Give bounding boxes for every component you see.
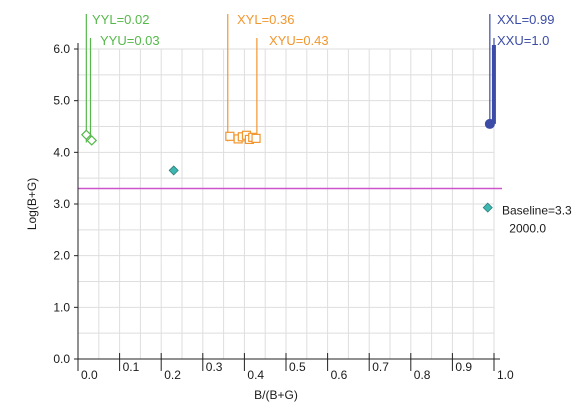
y-tick-label: 3.0 xyxy=(53,197,70,211)
x-tick-label: 0.8 xyxy=(414,368,431,382)
range-lower-label: XXL=0.99 xyxy=(497,12,554,27)
range-groups: YYL=0.02 YYU=0.03 XYL=0.36 XYU=0.43 XXL=0.99… xyxy=(80,12,554,146)
data-point-marker xyxy=(225,131,235,141)
axes xyxy=(74,43,500,371)
x-tick-label: 0.3 xyxy=(206,360,223,374)
y-tick-label: 2.0 xyxy=(53,249,70,263)
range-lower-label: XYL=0.36 xyxy=(237,12,294,27)
x-tick-label: 0.7 xyxy=(372,360,389,374)
x-tick-label: 0.4 xyxy=(247,368,264,382)
data-point xyxy=(168,165,179,176)
data-point-marker xyxy=(251,133,261,143)
y-tick-label: 5.0 xyxy=(53,94,70,108)
y-axis-label: Log(B+G) xyxy=(25,178,39,230)
range-upper-label: YYU=0.03 xyxy=(100,33,160,48)
data-point-marker xyxy=(484,118,495,129)
gridlines xyxy=(77,48,495,360)
x-tick-label: 0.1 xyxy=(123,360,140,374)
baseline: Baseline=3.3 2000.0 xyxy=(78,187,572,236)
tick-labels: 0.0 1.0 2.0 3.0 4.0 5.0 6.0 0.0 0.1 0.2 0.3 0.4 0.5 0… xyxy=(53,42,514,382)
x-tick-label: 0.2 xyxy=(164,368,181,382)
baseline-sublabel: 2000.0 xyxy=(509,222,546,236)
x-tick-label: 0.6 xyxy=(331,368,348,382)
y-tick-label: 4.0 xyxy=(53,145,70,159)
baseline-label: Baseline=3.3 xyxy=(502,204,572,218)
range-upper-label: XYU=0.43 xyxy=(269,33,329,48)
x-tick-label: 0.9 xyxy=(455,360,472,374)
x-tick-label: 1.0 xyxy=(497,368,514,382)
y-tick-label: 1.0 xyxy=(53,300,70,314)
data-points xyxy=(168,165,493,213)
x-axis-label: B/(B+G) xyxy=(254,388,298,402)
range-lower-label: YYL=0.02 xyxy=(92,12,149,27)
y-tick-label: 6.0 xyxy=(53,42,70,56)
y-tick-label: 0.0 xyxy=(53,352,70,366)
x-tick-label: 0.5 xyxy=(289,360,306,374)
data-point-marker xyxy=(86,135,98,146)
data-point xyxy=(482,202,493,213)
range-upper-label: XXU=1.0 xyxy=(497,33,549,48)
data-point-marker xyxy=(80,129,92,141)
x-tick-label: 0.0 xyxy=(81,368,98,382)
